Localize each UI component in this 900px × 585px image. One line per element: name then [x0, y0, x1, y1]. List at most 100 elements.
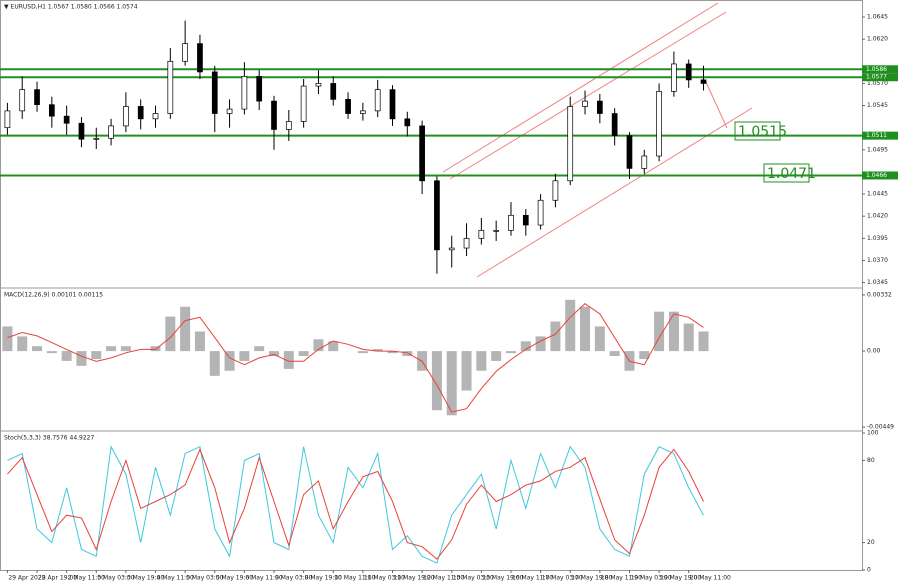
candle-body: [478, 230, 485, 239]
y-tick-label: 0.00: [867, 348, 881, 355]
macd-bar: [194, 331, 205, 352]
candle-body: [596, 100, 603, 114]
candle-body: [611, 113, 618, 136]
candle-body: [374, 89, 381, 112]
macd-bar: [639, 351, 650, 360]
macd-bar: [505, 351, 516, 354]
candle-body: [493, 230, 500, 232]
series-line: [7, 303, 704, 413]
candle-body: [330, 83, 337, 100]
macd-bar: [594, 326, 605, 352]
x-tick-label: 17 May 19:00: [571, 575, 612, 582]
macd-bar: [476, 351, 487, 371]
x-tick-label: 9 May 19:00: [305, 575, 343, 582]
level-tag: [862, 65, 898, 74]
candle-body: [700, 79, 707, 84]
macd-bar: [120, 346, 131, 352]
annotation-box: [763, 163, 810, 183]
candle-body: [582, 100, 588, 107]
candle-body: [360, 110, 366, 114]
candle-body: [182, 43, 188, 62]
candle-body: [19, 89, 26, 112]
candle-body: [434, 180, 440, 251]
series-line: [7, 445, 704, 564]
macd-bar: [298, 351, 309, 357]
channel-line: [449, 11, 727, 180]
macd-bar: [328, 341, 339, 352]
annotation: 1.0515: [738, 124, 787, 140]
candle-body: [671, 63, 677, 92]
macd-bar: [565, 299, 576, 352]
panel-title: ▼ EURUSD,H1 1.0567 1.0580 1.0566 1.0574: [4, 4, 138, 11]
x-tick-label: 5 May 19:00: [216, 575, 254, 582]
macd-bar: [32, 346, 43, 352]
macd-bar: [91, 351, 102, 360]
x-tick-label: 4 May 11:00: [157, 575, 195, 582]
plot-frame: [0, 0, 863, 571]
candle-body: [34, 89, 40, 106]
candle-body: [285, 121, 292, 130]
macd-bar: [180, 306, 191, 352]
y-tick-label: 1.0345: [867, 279, 888, 286]
candle-body: [167, 60, 174, 114]
candle-body: [522, 214, 529, 226]
candle-body: [404, 118, 411, 127]
y-tick-label: 0: [867, 567, 871, 574]
candle-body: [211, 71, 218, 114]
x-tick-label: 16 May 11:00: [512, 575, 553, 582]
level-tag-label: 1.0466: [866, 172, 887, 179]
candle-body: [641, 155, 648, 169]
candle-body: [48, 104, 55, 117]
channel-line: [442, 2, 719, 173]
candle-body: [108, 125, 114, 139]
macd-bar: [357, 351, 368, 354]
candle-body: [508, 214, 514, 231]
macd-bar: [491, 351, 502, 361]
x-tick-label: 3 May 19:00: [127, 575, 165, 582]
macd-bar: [668, 311, 679, 352]
macd-bar: [46, 351, 57, 354]
macd-bar: [254, 346, 265, 352]
macd-bar: [609, 351, 620, 357]
candle-body: [626, 135, 633, 169]
candle-body: [448, 247, 455, 251]
macd-bar: [165, 316, 176, 352]
level-tag-label: 1.0511: [866, 132, 887, 139]
macd-bar: [387, 351, 398, 354]
y-tick-label: 1.0620: [867, 36, 888, 43]
candle-body: [63, 115, 70, 124]
y-tick-label: 20: [867, 539, 875, 546]
y-tick-label: 80: [867, 457, 875, 464]
y-tick-label: 1.0570: [867, 80, 888, 87]
candle-body: [123, 106, 129, 127]
x-tick-label: 19 May 19:00: [660, 575, 701, 582]
candle-body: [552, 180, 559, 201]
y-tick-label: 1.0420: [867, 213, 888, 220]
candle-body: [389, 89, 396, 120]
panel-title: MACD(12,26,9) 0.00101 0.00115: [4, 292, 103, 299]
panel-title: Stoch(5,3,3) 38.7576 44.9227: [4, 435, 95, 442]
y-tick-label: 1.0370: [867, 257, 888, 264]
level-tag-label: 1.0577: [866, 74, 887, 81]
macd-bar: [550, 321, 561, 352]
candle-body: [197, 43, 203, 73]
macd-bar: [698, 331, 709, 352]
y-tick-label: 1.0445: [867, 191, 888, 198]
x-tick-label: 18 May 11:00: [601, 575, 642, 582]
candle-body: [300, 85, 307, 122]
level-tag: [862, 73, 898, 82]
macd-bar: [209, 351, 220, 376]
macd-bar: [461, 351, 472, 391]
candle-body: [271, 100, 277, 130]
level-tag: [862, 171, 898, 180]
candle-body: [656, 91, 662, 157]
macd-bar: [239, 351, 250, 361]
y-tick-label: 0.00332: [867, 291, 892, 298]
candle-body: [567, 106, 574, 182]
projection-line: [704, 79, 728, 129]
macd-bar: [431, 351, 442, 411]
x-tick-label: 12 May 11:00: [423, 575, 464, 582]
macd-bar: [372, 349, 383, 352]
candle-body: [152, 113, 159, 120]
y-tick-label: 100: [867, 430, 879, 437]
